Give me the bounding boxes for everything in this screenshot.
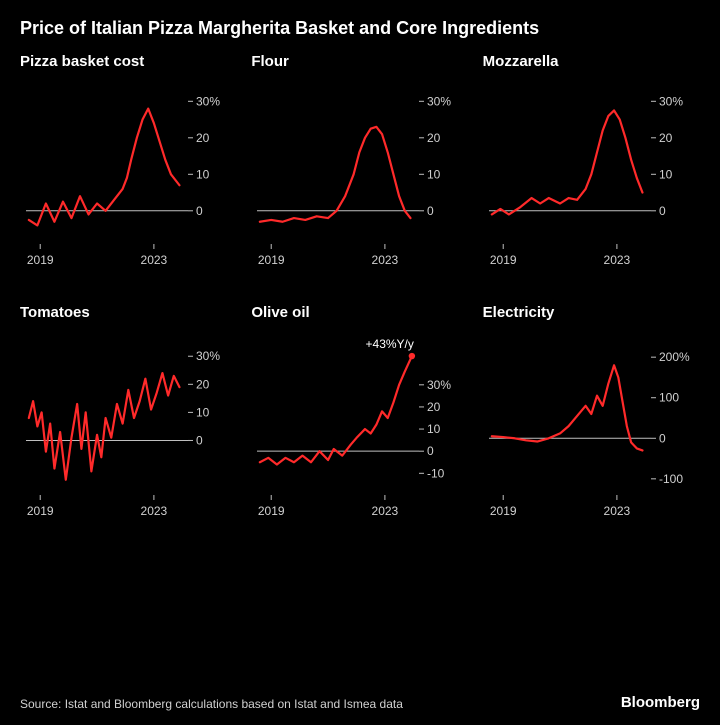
- y-tick-label: 0: [659, 431, 666, 445]
- brand-label: Bloomberg: [621, 694, 700, 711]
- x-tick-label: 2023: [141, 504, 168, 518]
- chart-olive_oil: -10 0 10 20 30% 2019 2023 +43%Y/y: [251, 327, 468, 527]
- page-title: Price of Italian Pizza Margherita Basket…: [20, 18, 700, 39]
- panel-title-flour: Flour: [251, 53, 468, 70]
- y-tick-label: 20: [659, 131, 673, 145]
- y-tick-label: 30%: [196, 94, 220, 108]
- panel-mozzarella: Mozzarella 0 10 20 30% 2019 2023: [483, 53, 700, 276]
- y-tick-label: 0: [427, 444, 434, 458]
- chart-flour: 0 10 20 30% 2019 2023: [251, 76, 468, 276]
- series-line: [29, 373, 180, 480]
- chart-svg-mozzarella: 0 10 20 30% 2019 2023: [483, 76, 691, 276]
- chart-mozzarella: 0 10 20 30% 2019 2023: [483, 76, 700, 276]
- x-tick-label: 2019: [27, 504, 54, 518]
- y-tick-label: 0: [659, 204, 666, 218]
- y-tick-label: -10: [427, 466, 445, 480]
- y-tick-label: 0: [427, 204, 434, 218]
- y-tick-label: 10: [196, 405, 210, 419]
- footer: Source: Istat and Bloomberg calculations…: [20, 694, 700, 711]
- chart-page: Price of Italian Pizza Margherita Basket…: [0, 0, 720, 725]
- x-tick-label: 2019: [27, 253, 54, 267]
- series-line: [491, 365, 642, 450]
- chart-pizza: 0 10 20 30% 2019 2023: [20, 76, 237, 276]
- y-tick-label: 30%: [659, 94, 683, 108]
- y-tick-label: 200%: [659, 350, 690, 364]
- series-line: [260, 356, 412, 464]
- y-tick-label: 10: [427, 422, 441, 436]
- y-tick-label: 100: [659, 391, 679, 405]
- panel-electricity: Electricity -100 0 100 200% 2019 2023: [483, 304, 700, 527]
- y-tick-label: 20: [196, 131, 210, 145]
- series-line: [29, 109, 180, 226]
- chart-tomatoes: 0 10 20 30% 2019 2023: [20, 327, 237, 527]
- y-tick-label: 20: [196, 377, 210, 391]
- panel-pizza: Pizza basket cost 0 10 20 30% 2019 2023: [20, 53, 237, 276]
- chart-svg-flour: 0 10 20 30% 2019 2023: [251, 76, 459, 276]
- panel-olive_oil: Olive oil -10 0 10 20 30% 2019 2023 +43%Y/y: [251, 304, 468, 527]
- series-line: [491, 110, 642, 214]
- chart-svg-tomatoes: 0 10 20 30% 2019 2023: [20, 327, 228, 527]
- y-tick-label: 30%: [427, 378, 451, 392]
- panel-title-mozzarella: Mozzarella: [483, 53, 700, 70]
- y-tick-label: 20: [427, 400, 441, 414]
- y-tick-label: -100: [659, 472, 683, 486]
- y-tick-label: 10: [659, 167, 673, 181]
- x-tick-label: 2019: [258, 253, 285, 267]
- end-marker: [409, 353, 415, 359]
- panel-tomatoes: Tomatoes 0 10 20 30% 2019 2023: [20, 304, 237, 527]
- panel-title-electricity: Electricity: [483, 304, 700, 321]
- chart-electricity: -100 0 100 200% 2019 2023: [483, 327, 700, 527]
- x-tick-label: 2023: [372, 253, 399, 267]
- chart-grid: Pizza basket cost 0 10 20 30% 2019 2023 Flour 0 1…: [20, 53, 700, 527]
- series-line: [260, 127, 411, 222]
- chart-svg-electricity: -100 0 100 200% 2019 2023: [483, 327, 691, 527]
- y-tick-label: 10: [196, 167, 210, 181]
- panel-flour: Flour 0 10 20 30% 2019 2023: [251, 53, 468, 276]
- source-text: Source: Istat and Bloomberg calculations…: [20, 697, 403, 711]
- y-tick-label: 20: [427, 131, 441, 145]
- chart-svg-pizza: 0 10 20 30% 2019 2023: [20, 76, 228, 276]
- y-tick-label: 30%: [427, 94, 451, 108]
- x-tick-label: 2019: [490, 504, 517, 518]
- chart-svg-olive_oil: -10 0 10 20 30% 2019 2023 +43%Y/y: [251, 327, 459, 527]
- panel-title-tomatoes: Tomatoes: [20, 304, 237, 321]
- y-tick-label: 10: [427, 167, 441, 181]
- x-tick-label: 2023: [372, 504, 399, 518]
- x-tick-label: 2019: [258, 504, 285, 518]
- x-tick-label: 2023: [141, 253, 168, 267]
- panel-title-pizza: Pizza basket cost: [20, 53, 237, 70]
- annotation-label: +43%Y/y: [366, 337, 414, 351]
- x-tick-label: 2019: [490, 253, 517, 267]
- x-tick-label: 2023: [603, 504, 630, 518]
- panel-title-olive_oil: Olive oil: [251, 304, 468, 321]
- y-tick-label: 0: [196, 433, 203, 447]
- y-tick-label: 0: [196, 204, 203, 218]
- y-tick-label: 30%: [196, 349, 220, 363]
- x-tick-label: 2023: [603, 253, 630, 267]
